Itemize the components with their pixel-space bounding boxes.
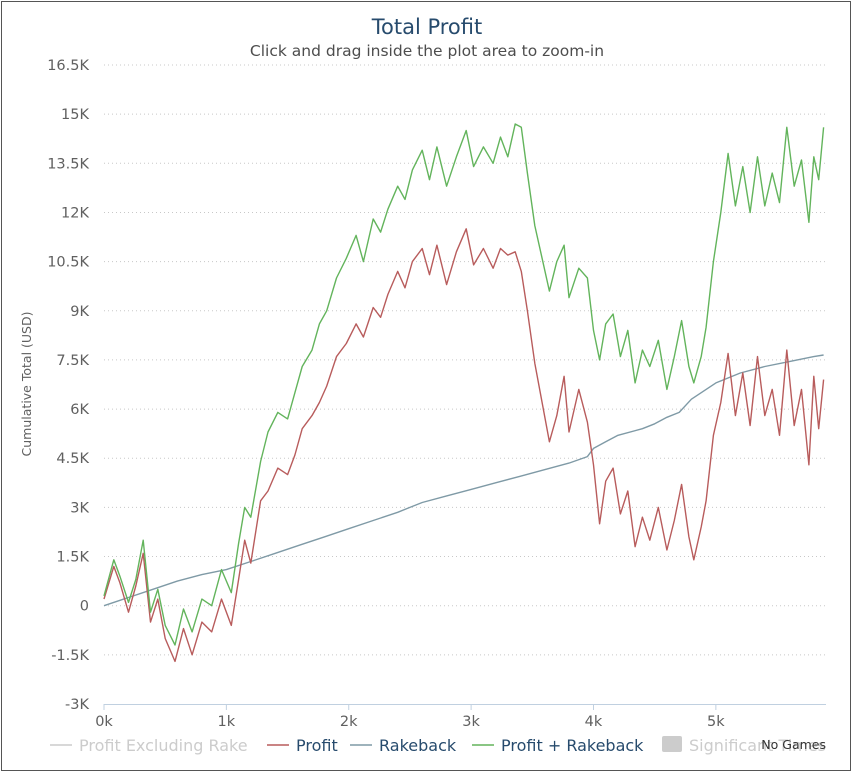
chart-subtitle: Click and drag inside the plot area to z… [250,42,604,60]
legend: Profit Excluding Rake Profit Rakeback Profi… [50,736,826,755]
no-games-note: No Games [761,737,826,752]
y-tick-label: 0 [80,599,89,615]
plot-area[interactable] [103,123,825,663]
chart-title: Total Profit [371,15,483,39]
y-tick-label: 1.5K [56,550,89,566]
series-line-profit-rakeback[interactable] [103,123,825,646]
legend-item-profit[interactable]: Profit [267,736,338,755]
y-tick-label: -3K [65,697,89,713]
legend-label: Profit + Rakeback [501,736,644,755]
x-tick-label: 5k [707,714,725,730]
y-tick-label: 3K [70,500,89,516]
legend-label: Rakeback [379,736,457,755]
x-tick-label: 3k [462,714,480,730]
y-tick-label: 13.5K [47,156,89,172]
series-line-rakeback[interactable] [103,354,824,607]
y-tick-label: 15K [61,107,89,123]
legend-swatch [662,736,682,752]
y-tick-label: 12K [61,205,89,221]
x-tick-label: 1k [218,714,236,730]
y-tick-label: 9K [70,304,89,320]
y-tick-label: 7.5K [56,353,89,369]
legend-item-significant-times[interactable]: Significant Times [662,736,826,755]
x-tick-label: 0k [95,714,113,730]
legend-item-rakeback[interactable]: Rakeback [350,736,457,755]
y-axis-ticks: -3K -1.5K 0 1.5K 3K 4.5K 6K 7.5K 9K 10.5K 12K 13.5K… [47,58,89,713]
y-tick-label: 4.5K [56,451,89,467]
legend-item-profit-excluding-rake[interactable]: Profit Excluding Rake [50,736,248,755]
y-tick-label: 10.5K [47,255,89,271]
x-tick-label: 2k [340,714,358,730]
legend-label: Profit [296,736,338,755]
grid-lines [104,64,826,705]
series-line-profit[interactable] [103,228,825,663]
legend-label: Profit Excluding Rake [79,736,248,755]
y-tick-label: 16.5K [47,58,89,74]
y-axis-label: Cumulative Total (USD) [19,312,34,457]
legend-item-profit-rakeback[interactable]: Profit + Rakeback [472,736,644,755]
y-tick-label: 6K [70,402,89,418]
y-tick-label: -1.5K [51,648,89,664]
legend-label: Significant Times [689,736,826,755]
x-tick-label: 4k [585,714,603,730]
x-axis-ticks: 0k 1k 2k 3k 4k 5k [95,704,725,730]
